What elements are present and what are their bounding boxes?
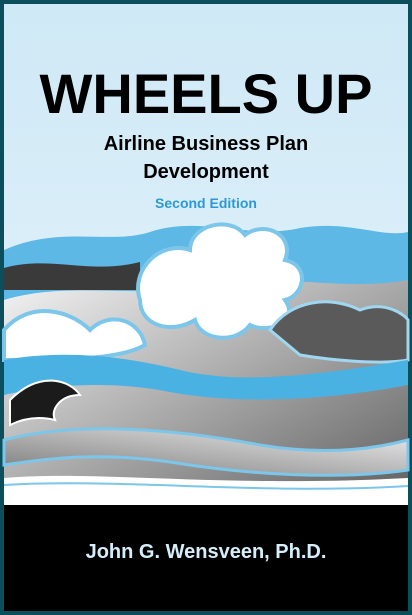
edition: Second Edition: [155, 195, 257, 211]
subtitle-line: Airline Business Plan: [104, 133, 309, 155]
subtitle-line: Development: [143, 161, 269, 183]
book-cover: WHEELS UP Airline Business Plan Developm…: [0, 0, 412, 615]
dark-streak: [4, 262, 140, 290]
title: WHEELS UP: [40, 62, 373, 125]
page: WHEELS UP Airline Business Plan Developm…: [0, 0, 412, 615]
illustration: [4, 224, 408, 505]
author: John G. Wensveen, Ph.D.: [86, 541, 327, 563]
